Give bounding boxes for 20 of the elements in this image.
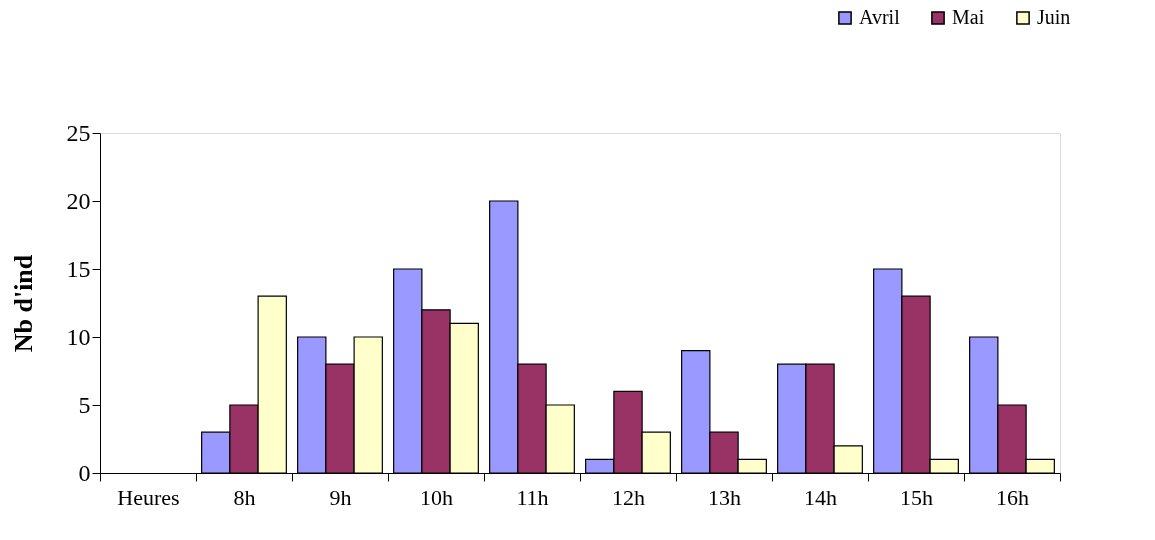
legend-label: Juin: [1037, 6, 1071, 28]
y-tick-label: 25: [66, 119, 91, 146]
x-tick-label: 15h: [900, 484, 933, 510]
x-tick-label: 16h: [996, 484, 1029, 510]
x-tick-label: 12h: [612, 484, 645, 510]
x-tick-label: 13h: [708, 484, 741, 510]
x-tick-label: Heures: [117, 484, 180, 510]
x-tick-label: 10h: [420, 484, 453, 510]
legend-label: Avril: [859, 6, 901, 28]
x-tick-label: 9h: [329, 484, 352, 510]
y-tick-label: 20: [66, 187, 91, 214]
x-tick-label: 11h: [516, 484, 549, 510]
y-axis-title: Nb d'ind: [8, 254, 38, 353]
y-tick-label: 0: [78, 459, 91, 486]
x-tick-label: 8h: [233, 484, 256, 510]
y-tick-label: 5: [78, 391, 91, 418]
x-tick-label: 14h: [804, 484, 837, 510]
legend-label: Mai: [952, 6, 985, 28]
y-tick-label: 10: [66, 323, 91, 350]
y-tick-label: 15: [66, 255, 91, 282]
